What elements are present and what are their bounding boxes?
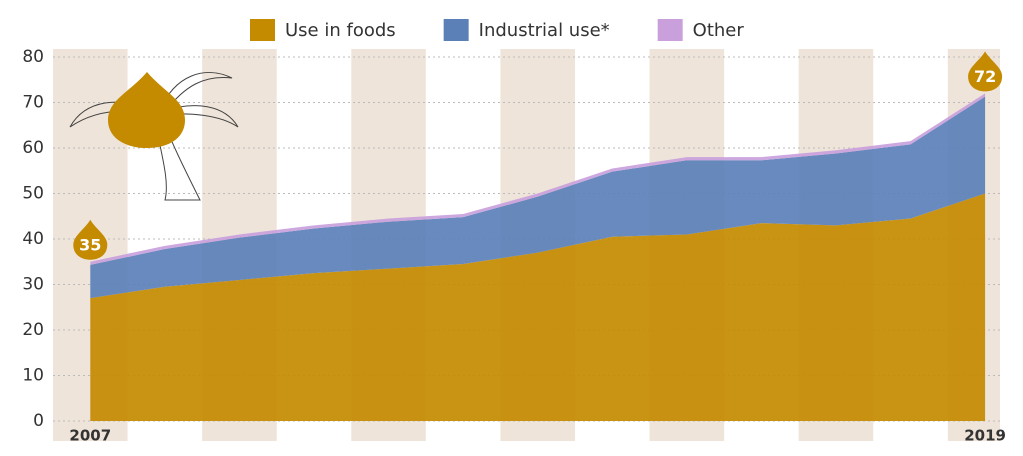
legend-label: Industrial use* xyxy=(479,20,610,41)
x-tick-label: 2007 xyxy=(69,427,111,445)
annotation: 72 xyxy=(974,67,996,86)
y-tick-label: 10 xyxy=(22,366,44,386)
area xyxy=(90,193,986,421)
annotation-drop xyxy=(73,219,108,260)
legend-label: Use in foods xyxy=(285,20,396,41)
y-tick-label: 50 xyxy=(22,184,44,204)
y-tick-label: 0 xyxy=(33,411,44,431)
y-tick-label: 20 xyxy=(22,320,44,340)
legend-swatch xyxy=(657,19,683,41)
legend-swatch xyxy=(443,19,469,41)
y-tick-label: 30 xyxy=(22,275,44,295)
area xyxy=(90,96,986,299)
y-tick-label: 40 xyxy=(22,229,44,249)
x-tick-label: 2019 xyxy=(964,427,1006,445)
legend-label: Other xyxy=(693,20,745,41)
y-tick-label: 70 xyxy=(22,93,44,113)
y-tick-label: 60 xyxy=(22,138,44,158)
y-tick-label: 80 xyxy=(22,47,44,67)
annotation-drop xyxy=(968,51,1003,92)
palm-icon xyxy=(69,72,239,201)
legend: Use in foods Industrial use* Other xyxy=(250,19,744,41)
legend-swatch xyxy=(250,19,275,41)
annotation: 35 xyxy=(79,235,101,254)
areas xyxy=(90,93,986,421)
